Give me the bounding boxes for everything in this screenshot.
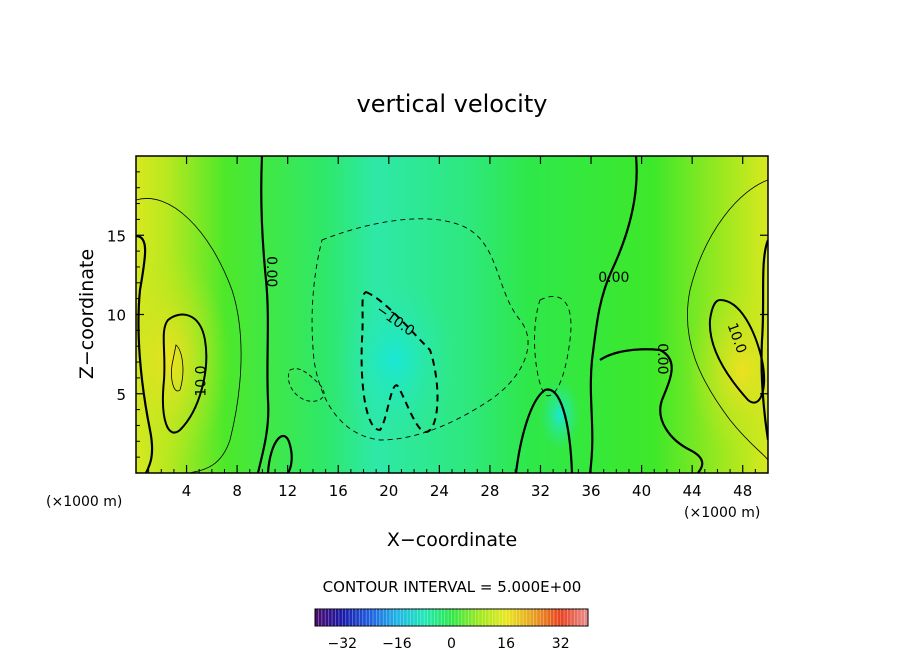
- colorbar-tick-label: 0: [447, 636, 456, 652]
- zero-contour-right: [588, 156, 638, 473]
- plus15-contour-left: [171, 344, 184, 392]
- x-tick-label: 8: [232, 482, 242, 500]
- x-axis-label: X−coordinate: [387, 529, 517, 551]
- minus5-contour-right: [534, 295, 572, 397]
- minus5-contour-small: [287, 368, 325, 402]
- x-tick-label: 44: [683, 482, 702, 500]
- zero-contour-left: [256, 156, 270, 473]
- x-tick-label: 28: [480, 482, 499, 500]
- colorbar-tick-label: 32: [552, 636, 570, 652]
- x-tick-label: 40: [632, 482, 651, 500]
- x-tick-label: 20: [379, 482, 398, 500]
- contour-interval-text: CONTOUR INTERVAL = 5.000E+00: [323, 578, 582, 596]
- contour-label: 0.00: [654, 343, 670, 374]
- contour-label: 10.0: [194, 365, 210, 396]
- contour-label: 0.00: [598, 270, 629, 286]
- x-tick-label: 12: [278, 482, 297, 500]
- x-tick-label: 32: [531, 482, 550, 500]
- colorbar-tick-label: 16: [497, 636, 515, 652]
- plus10-contour-left: [162, 313, 208, 434]
- y-tick-label: 10: [107, 307, 126, 325]
- plus5-contour-right: [687, 179, 768, 461]
- minus10-contour: [360, 290, 439, 433]
- zero-contour-bottom-left: [266, 434, 293, 473]
- warm-region-left: [136, 250, 230, 470]
- x-unit-label-right: (×1000 m): [684, 505, 760, 521]
- cool-region-right: [540, 380, 580, 450]
- zero-contour-far-left: [136, 234, 154, 473]
- colorbar: −32 −16 0 16 32: [314, 608, 589, 652]
- plus5-contour-left: [136, 198, 242, 473]
- velocity-field: [136, 156, 768, 473]
- y-axis-label: Z−coordinate: [76, 249, 98, 379]
- colorbar-ticks: −32 −16 0 16 32: [328, 636, 570, 652]
- zero-contour-lobe: [599, 348, 704, 473]
- y-tick-label: 5: [116, 386, 126, 404]
- x-tick-label: 4: [182, 482, 192, 500]
- y-tick-label: 15: [107, 227, 126, 245]
- minus5-contour: [311, 218, 529, 441]
- plus10-contour-right: [708, 298, 766, 404]
- colorbar-divisions: [318, 609, 585, 626]
- field-background: [136, 156, 768, 473]
- contour-lines: [136, 156, 768, 473]
- colorbar-gradient: [314, 608, 589, 627]
- x-tick-label: 48: [733, 482, 752, 500]
- x-tick-label: 16: [329, 482, 348, 500]
- colorbar-tick-label: −32: [328, 636, 358, 652]
- x-unit-label-left: (×1000 m): [46, 494, 122, 510]
- warm-region-right: [687, 280, 768, 460]
- x-tick-label: 36: [581, 482, 600, 500]
- colorbar-tick-label: −16: [382, 636, 412, 652]
- zero-contour-bottom: [514, 388, 574, 473]
- x-tick-label: 24: [430, 482, 449, 500]
- chart-title: vertical velocity: [357, 90, 548, 118]
- contour-label: 0.00: [263, 256, 279, 287]
- zero-contour-far-right: [760, 239, 768, 441]
- cool-region-center: [335, 275, 455, 445]
- y-ticks: 5 10 15: [107, 171, 768, 458]
- x-ticks: 4 8 12 16 20 24 28 32 36 40 44 48: [148, 156, 756, 500]
